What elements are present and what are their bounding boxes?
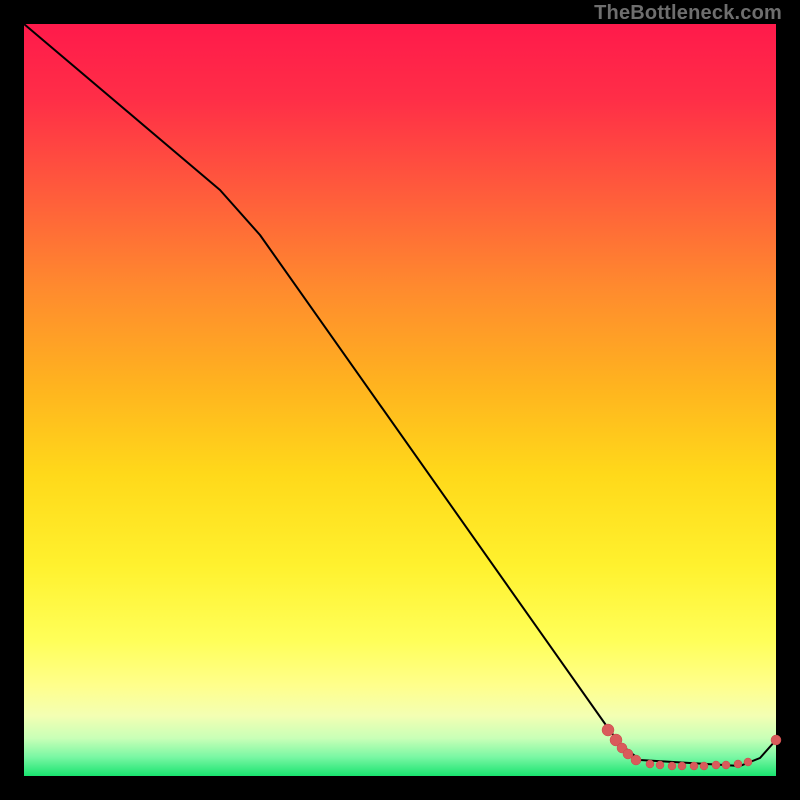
chart-container: { "watermark": { "text": "TheBottleneck.… xyxy=(0,0,800,800)
data-marker xyxy=(690,762,698,770)
plot-area xyxy=(24,24,776,776)
data-marker xyxy=(744,758,752,766)
data-marker xyxy=(712,761,720,769)
data-marker xyxy=(668,762,676,770)
data-marker xyxy=(646,760,654,768)
data-marker xyxy=(631,755,641,765)
data-marker xyxy=(722,761,730,769)
data-marker xyxy=(678,762,686,770)
watermark-text: TheBottleneck.com xyxy=(594,2,782,25)
data-marker xyxy=(656,761,664,769)
bottleneck-chart xyxy=(0,0,800,800)
data-marker xyxy=(602,724,614,736)
data-marker xyxy=(700,762,708,770)
data-marker xyxy=(734,760,742,768)
data-marker xyxy=(771,735,781,745)
